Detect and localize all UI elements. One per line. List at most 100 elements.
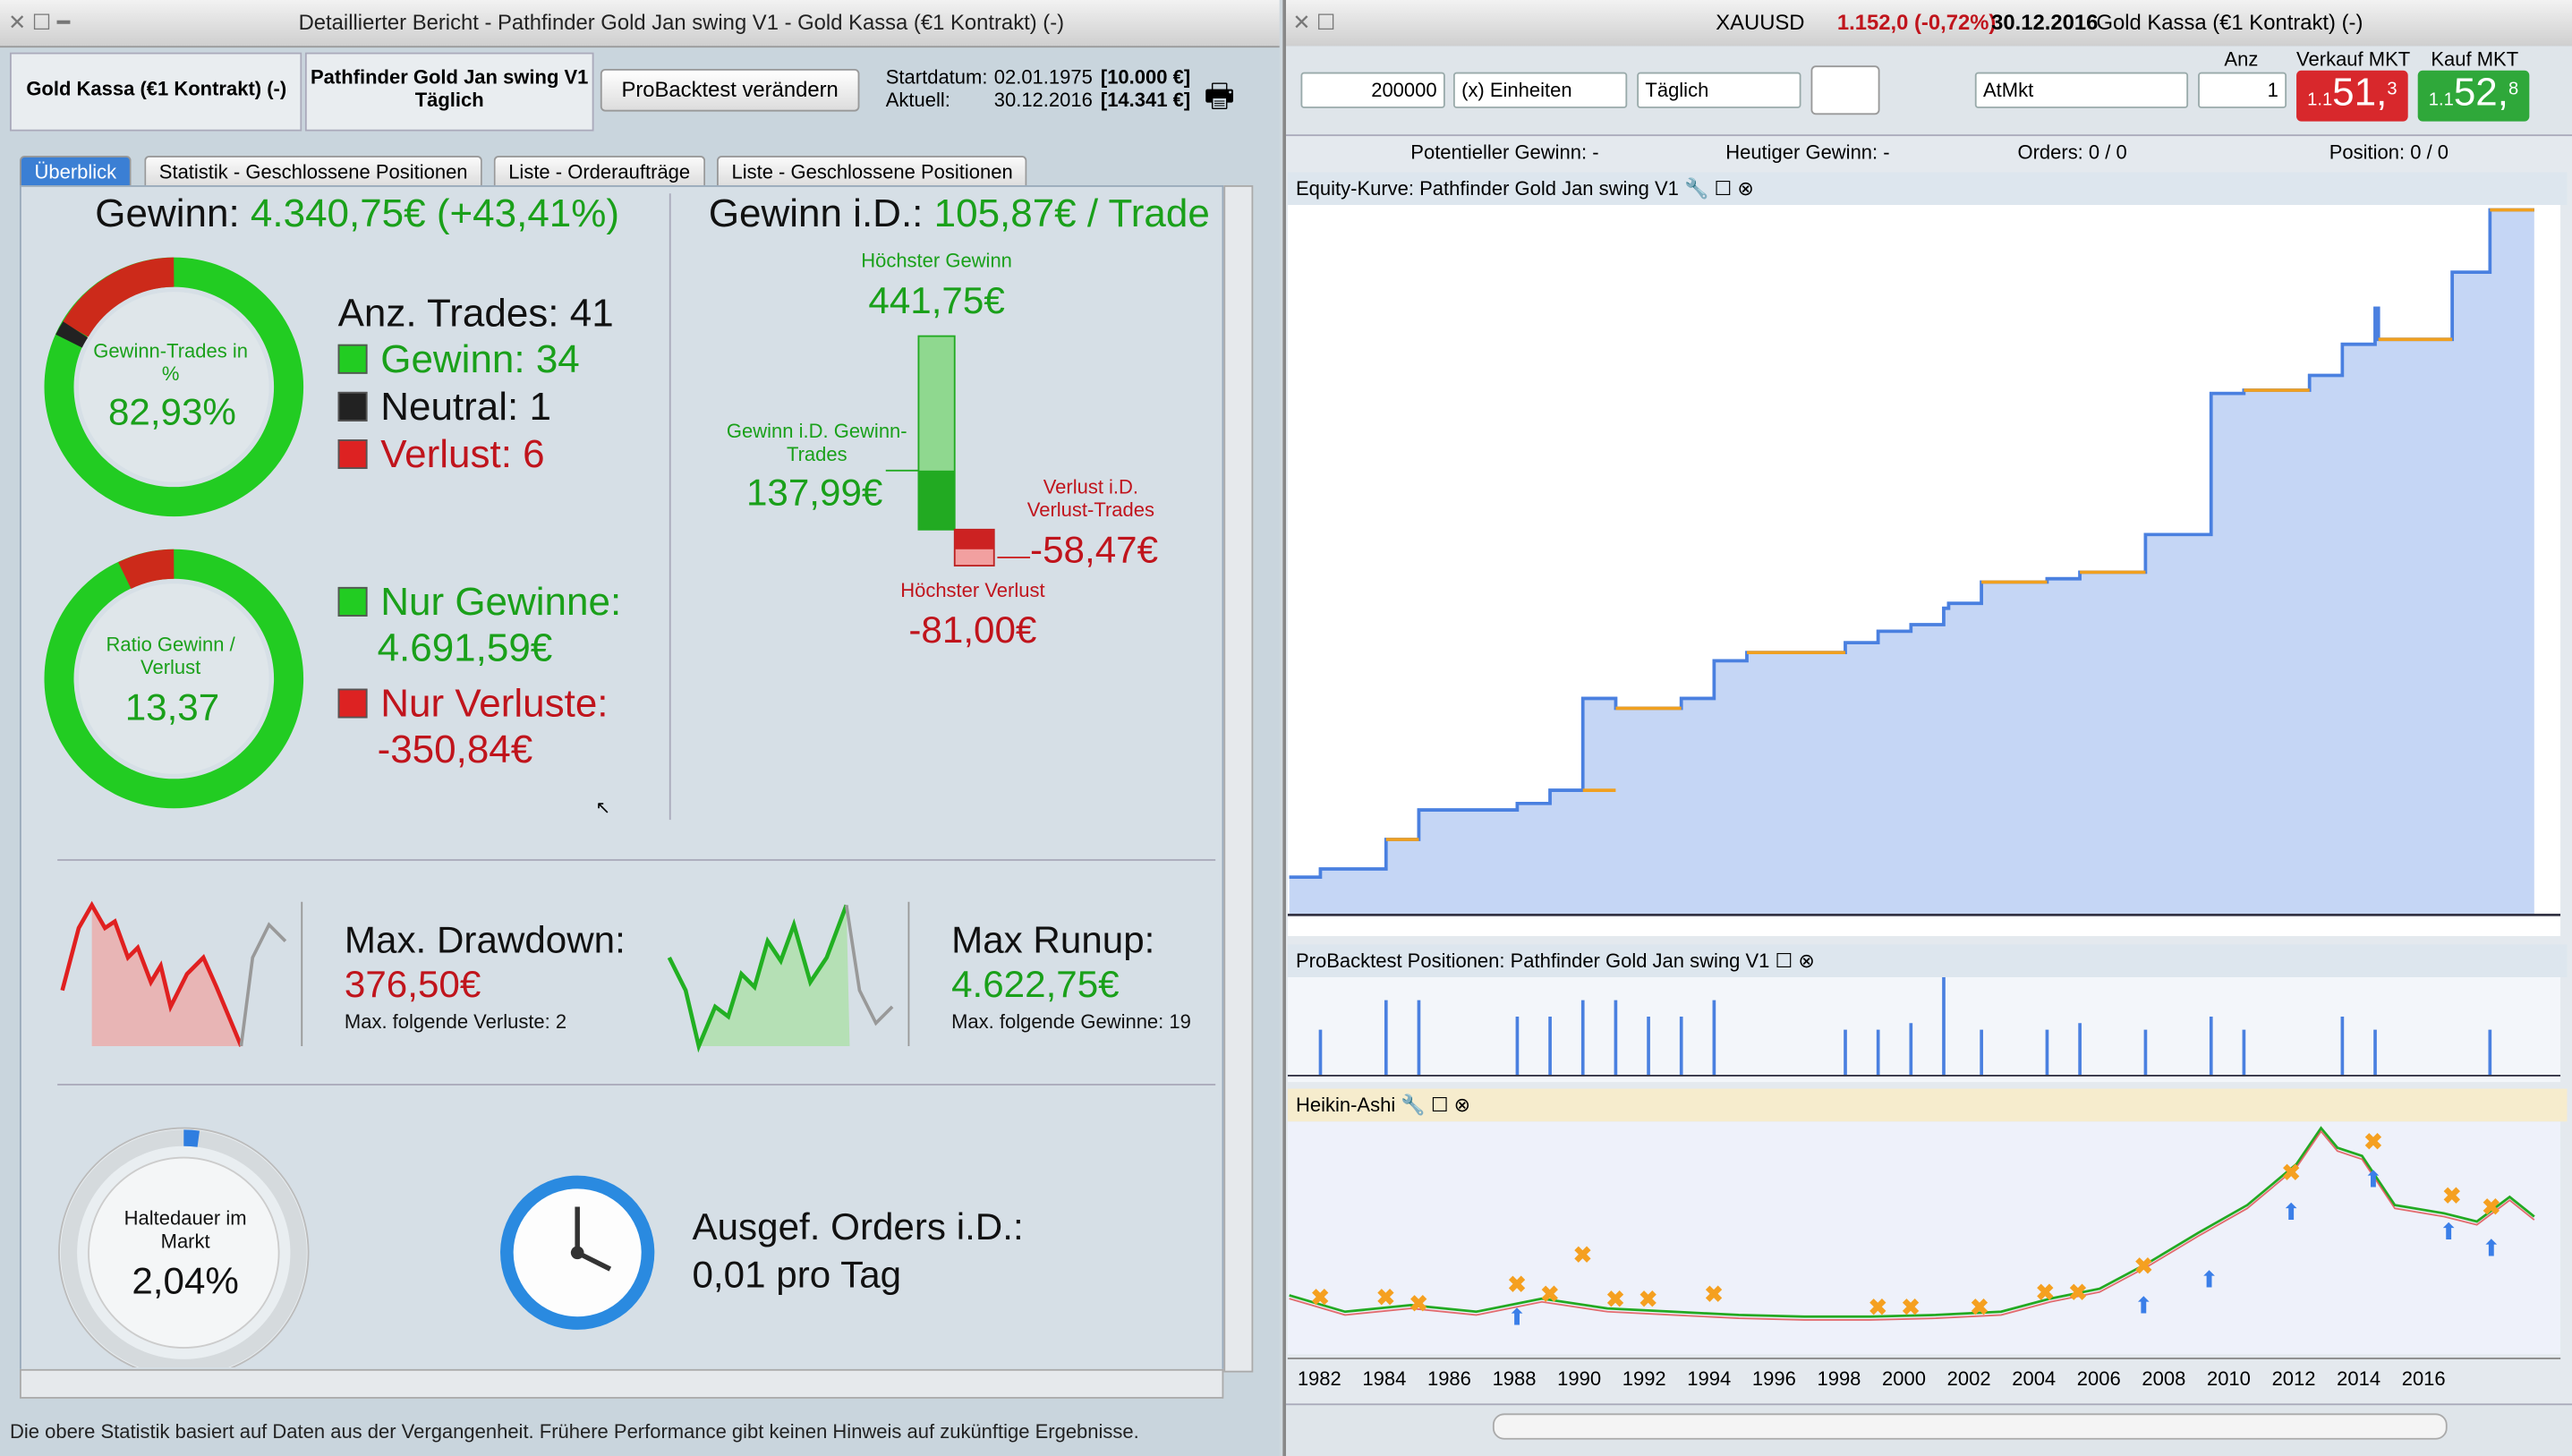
runup-value: 4.622,75€	[951, 962, 1120, 1006]
shape: ✖	[1605, 1287, 1624, 1312]
text: 52,	[2453, 70, 2508, 115]
text: Gewinn-Trades in %	[93, 339, 248, 386]
shape: ✖	[1376, 1285, 1395, 1310]
gain-label: Gewinn:	[95, 192, 240, 236]
drawdown-value: 376,50€	[344, 962, 481, 1006]
period-select[interactable]: Täglich	[1637, 72, 1801, 108]
tab[interactable]: Liste - Orderaufträge	[493, 156, 705, 187]
price-header: Heikin-Ashi 🔧 ☐ ⊗	[1287, 1088, 2568, 1122]
shape	[239, 922, 287, 1047]
tab[interactable]: Liste - Geschlossene Positionen	[716, 156, 1028, 187]
x-tick-label: 1986	[1427, 1367, 1471, 1391]
shape: ⬆	[2134, 1294, 2153, 1319]
scrollbar[interactable]	[1223, 185, 1254, 1373]
shape: ⬆	[2482, 1236, 2500, 1261]
shape: ✖	[1869, 1295, 1887, 1320]
scrollbar[interactable]	[1492, 1413, 2448, 1440]
instrument: Gold Kassa (€1 Kontrakt) (-)	[2096, 9, 2363, 35]
quantity-input[interactable]: 200000	[1300, 72, 1445, 108]
shape	[88, 1156, 280, 1349]
positions-header: ProBacktest Positionen: Pathfinder Gold …	[1287, 944, 2568, 977]
shape: ✖	[1573, 1243, 1592, 1268]
trades-total: Anz. Trades: 41	[337, 292, 614, 336]
gain: Gewinn: 4.340,75€ (+43,41%)	[95, 192, 619, 237]
shape	[1287, 1121, 2561, 1355]
buy-button[interactable]: 1.152,8	[2417, 70, 2530, 122]
x-tick-label: 2014	[2337, 1367, 2381, 1391]
shape: ✖	[1704, 1282, 1723, 1307]
divider	[57, 1084, 1216, 1086]
only-gains-value: 4.691,59€	[377, 626, 553, 671]
x-tick-label: 2000	[1882, 1367, 1926, 1391]
x-tick-label: 1984	[1362, 1367, 1407, 1391]
trades-win: Gewinn: 34	[337, 337, 580, 383]
unit-select[interactable]: (x) Einheiten	[1452, 72, 1628, 108]
text: Nur Verluste:	[380, 682, 609, 727]
shape: ✖	[1639, 1287, 1657, 1312]
runup-sparkline	[667, 901, 910, 1053]
drawdown-sparkline	[60, 900, 303, 1047]
window-controls[interactable]: ✕ ☐ ━	[8, 9, 71, 35]
anz-label: Anz	[2224, 47, 2259, 71]
avg-loss-label: Verlust i.D. Verlust-Trades	[1026, 475, 1154, 522]
shape: ⬆	[2282, 1200, 2301, 1225]
current-label: Aktuell:	[885, 88, 950, 112]
shape: ✖	[2282, 1161, 2301, 1186]
legend-swatch	[337, 391, 368, 421]
win-donut-value: 82,93%	[107, 390, 236, 433]
x-tick-label: 2016	[2401, 1367, 2446, 1391]
shape	[570, 1246, 584, 1260]
today-gain: Heutiger Gewinn: -	[1725, 140, 1890, 165]
shape	[1289, 209, 2534, 915]
x-tick-label: 1994	[1687, 1367, 1732, 1391]
start-date: 02.01.1975	[993, 65, 1093, 89]
shape: ⬆	[2440, 1220, 2458, 1245]
orders-value: 0,01 pro Tag	[692, 1252, 902, 1296]
shape: ✖	[1540, 1282, 1559, 1307]
order-type-select[interactable]: AtMkt	[1974, 72, 2189, 108]
text: Verlust: 6	[380, 432, 545, 478]
mouse-cursor: ↖	[595, 798, 611, 819]
shape: ✖	[1310, 1285, 1329, 1310]
text: / 0	[2105, 140, 2127, 165]
anz-input[interactable]: 1	[2198, 72, 2287, 108]
orders-label: Ausgef. Orders i.D.:	[692, 1205, 1024, 1248]
shape: ⬆ ⬆ ⬆ ⬆ ⬆ ⬆ ⬆	[1507, 1168, 2500, 1331]
text: Equity-Kurve: Pathfinder Gold Jan swing …	[1295, 176, 1679, 200]
footer-note: Die obere Statistik basiert auf Daten au…	[9, 1419, 1139, 1443]
chart-type-button[interactable]	[1810, 65, 1880, 115]
shape: ✖	[1507, 1273, 1526, 1298]
legend-swatch	[337, 439, 368, 470]
drawdown-note: Max. folgende Verluste: 2	[344, 1009, 567, 1034]
text: 51,	[2332, 70, 2388, 115]
avg-win-label: Gewinn i.D. Gewinn-Trades	[726, 420, 907, 466]
trades-loss: Verlust: 6	[337, 432, 545, 479]
x-tick-label: 2008	[2142, 1367, 2186, 1391]
shape	[1289, 1129, 2535, 1321]
text: Neutral: 1	[380, 385, 551, 430]
x-tick-label: 2004	[2012, 1367, 2057, 1391]
shape: ✖	[2036, 1281, 2055, 1306]
sell-button[interactable]: 1.151,3	[2296, 70, 2408, 122]
shape	[183, 1129, 200, 1147]
x-tick-label: 1992	[1622, 1367, 1666, 1391]
print-icon[interactable]: 🖶	[1204, 78, 1235, 115]
tab[interactable]: Überblick	[19, 156, 132, 187]
shape: ⬆	[1507, 1305, 1526, 1330]
modify-button[interactable]: ProBacktest verändern	[600, 68, 860, 112]
equity-header: Equity-Kurve: Pathfinder Gold Jan swing …	[1287, 172, 2568, 206]
price: 1.152,0 (-0,72%)	[1836, 9, 1997, 35]
window-controls[interactable]: ✕ ☐	[1292, 9, 1336, 35]
scrollbar[interactable]	[19, 1368, 1224, 1399]
text: Orders: 0	[2017, 140, 2100, 165]
price-chart: ✖ ✖ ✖ ✖ ✖ ✖ ✖ ✖ ✖ ✖ ✖ ✖ ✖ ✖ ✖ ✖ ✖ ✖ ✖ ⬆ ⬆ ⬆ ⬆ ⬆ ⬆ ⬆	[1287, 1121, 2561, 1355]
x-tick-label: 2006	[2076, 1367, 2121, 1391]
start-label: Startdatum:	[885, 65, 988, 89]
shape: ✖	[1901, 1295, 1920, 1320]
tab[interactable]: Statistik - Geschlossene Positionen	[144, 156, 483, 187]
shape	[78, 583, 269, 774]
start-capital: [10.000 €]	[1100, 65, 1191, 89]
text: Nur Gewinne:	[380, 580, 622, 626]
shape	[60, 900, 243, 1047]
